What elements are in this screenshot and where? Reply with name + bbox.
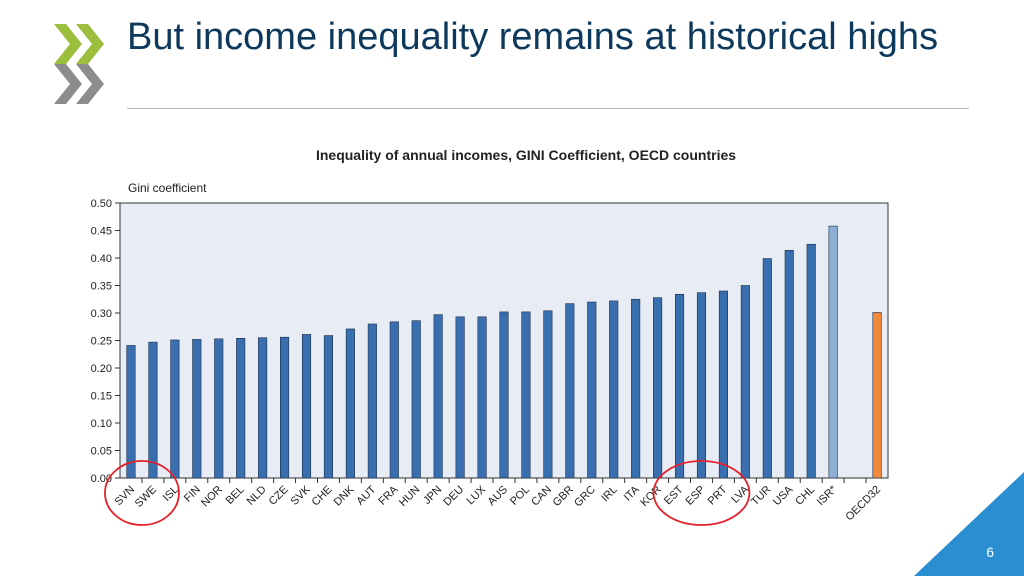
bar-fra	[389, 321, 399, 479]
y-tick-label: 0.40	[91, 253, 112, 265]
y-tick-label: 0.05	[91, 446, 112, 458]
bar-svk	[301, 334, 312, 479]
y-tick-label: 0.20	[91, 363, 112, 375]
y-tick-label: 0.25	[91, 336, 112, 348]
bar-dnk	[345, 328, 355, 479]
title-divider	[127, 108, 969, 109]
x-tick-label: GRC	[572, 484, 598, 510]
bar-gbr	[565, 303, 575, 479]
x-tick-label: TUR	[749, 484, 774, 509]
bar-esp	[696, 292, 707, 479]
x-tick-label: SVK	[289, 483, 314, 508]
bar-hun	[411, 320, 421, 479]
bar-fin	[192, 339, 202, 479]
bar-irl	[609, 300, 619, 479]
bar-oecd32	[872, 312, 882, 479]
y-tick-label: 0.10	[91, 418, 112, 430]
bar-aut	[367, 323, 377, 479]
bar-jpn	[433, 314, 443, 479]
highlight-circle-2	[652, 460, 751, 526]
x-tick-label: KOR	[638, 484, 663, 509]
x-tick-label: AUS	[486, 484, 510, 508]
x-tick-label: DEU	[441, 484, 466, 509]
x-tick-label: LUX	[465, 483, 489, 507]
bar-ita	[631, 298, 641, 479]
x-tick-label: JPN	[421, 484, 444, 507]
x-tick-label: POL	[508, 484, 532, 508]
bar-prt	[718, 290, 728, 479]
bar-lva	[740, 285, 750, 479]
x-tick-label: SVN	[113, 484, 138, 509]
y-tick-label: 0.35	[91, 281, 112, 293]
chart-title: Inequality of annual incomes, GINI Coeff…	[316, 147, 736, 163]
x-tick-label: CAN	[529, 484, 554, 509]
bar-tur	[762, 258, 772, 479]
bar-nor	[214, 338, 224, 479]
page-number: 6	[986, 544, 994, 560]
bar-swe	[148, 341, 158, 479]
bar-nld	[258, 337, 268, 479]
bar-isl	[170, 339, 180, 479]
x-tick-label: NLD	[245, 484, 269, 508]
bar-pol	[521, 311, 531, 479]
bar-grc	[587, 301, 597, 479]
x-tick-label: AUT	[354, 483, 378, 507]
x-tick-label: DNK	[332, 483, 357, 508]
bar-chl	[806, 243, 816, 479]
bar-bel	[236, 337, 246, 479]
highlight-circle-1	[104, 460, 180, 526]
x-tick-label: IRL	[599, 484, 620, 505]
y-axis-label: Gini coefficient	[128, 181, 207, 195]
x-tick-label: ESP	[684, 484, 708, 508]
x-tick-label: FRA	[376, 483, 401, 508]
x-tick-label: ISR*	[815, 483, 840, 508]
bar-est	[674, 293, 685, 479]
bar-aus	[499, 311, 509, 479]
bar-cze	[280, 336, 290, 479]
x-tick-label: EST	[662, 483, 686, 507]
bar-lux	[477, 316, 487, 479]
y-tick-label: 0.15	[91, 391, 112, 403]
x-tick-label: USA	[771, 483, 796, 508]
slide-title: But income inequality remains at histori…	[127, 16, 939, 58]
x-tick-label: CHL	[793, 484, 817, 508]
x-tick-label: CZE	[267, 484, 291, 508]
bar-svn	[126, 345, 136, 479]
x-tick-label: PRT	[706, 483, 730, 507]
bar-usa	[784, 250, 794, 479]
x-tick-label: HUN	[397, 484, 422, 509]
y-tick-label: 0.45	[91, 226, 112, 238]
bar-che	[323, 335, 334, 479]
bar-can	[543, 310, 553, 479]
bar-isr	[828, 225, 838, 479]
bar-kor	[653, 297, 663, 479]
oecd-chevron-logo-icon	[54, 24, 104, 104]
corner-decoration	[914, 472, 1024, 576]
x-tick-label: SWE	[133, 484, 159, 510]
x-tick-label: BEL	[224, 484, 247, 507]
x-tick-label: GBR	[551, 484, 576, 509]
y-tick-label: 0.30	[91, 308, 112, 320]
x-tick-label: CHE	[310, 484, 335, 509]
x-tick-label: NOR	[199, 484, 225, 510]
bar-deu	[455, 316, 465, 479]
y-tick-label: 0.50	[91, 198, 112, 210]
x-tick-label: OECD32	[844, 484, 884, 524]
